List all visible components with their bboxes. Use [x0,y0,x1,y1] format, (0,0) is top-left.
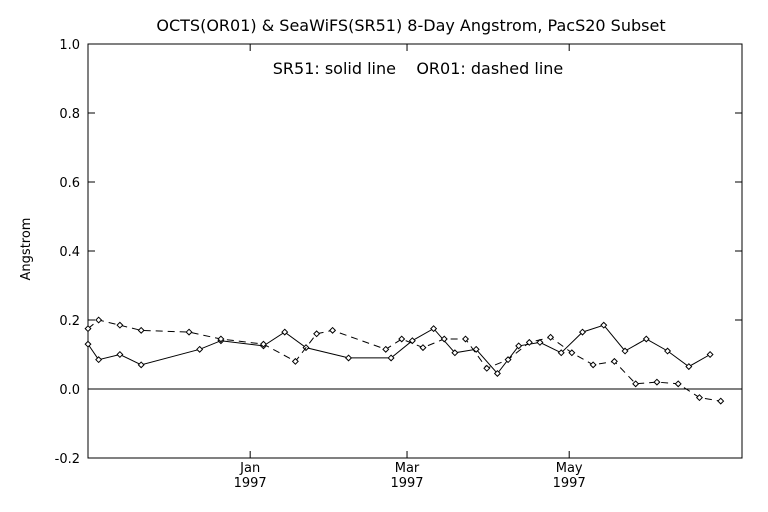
data-point-or01 [84,325,92,333]
data-point-or01 [717,397,725,405]
data-point-sr51 [387,354,395,362]
data-point-sr51 [536,338,544,346]
data-point-or01 [504,356,512,364]
x-tick-year-label: 1997 [390,476,423,491]
data-point-or01 [313,330,321,338]
data-point-sr51 [578,328,586,336]
data-point-or01 [440,335,448,343]
data-point-sr51 [95,356,103,364]
data-point-or01 [547,333,555,341]
data-point-or01 [525,338,533,346]
data-point-or01 [137,326,145,334]
y-tick-label: 0.6 [59,176,80,191]
data-point-sr51 [451,349,459,357]
x-tick-month-label: Jan [239,461,260,476]
data-point-or01 [589,361,597,369]
series-legend-annotation: SR51: solid line OR01: dashed line [273,59,564,78]
data-point-sr51 [685,363,693,371]
data-point-sr51 [84,340,92,348]
data-point-sr51 [281,328,289,336]
y-tick-label: 0.4 [59,245,80,260]
data-point-sr51 [642,335,650,343]
y-tick-label: -0.2 [55,452,80,467]
data-point-sr51 [664,347,672,355]
data-point-sr51 [116,350,124,359]
data-point-or01 [217,335,225,343]
data-point-or01 [610,357,618,365]
data-point-or01 [382,345,390,353]
data-point-or01 [462,335,470,343]
y-tick-label: 1.0 [59,38,80,53]
data-point-or01 [483,364,491,372]
data-point-sr51 [557,349,565,357]
data-point-or01 [95,316,103,324]
series-line-sr51 [87,324,711,375]
data-point-or01 [185,328,193,336]
axes: -0.20.00.20.40.60.81.0Jan1997Mar1997May1… [55,38,742,491]
data-point-sr51 [493,369,501,377]
y-axis-label: Angstrom [19,218,34,281]
data-point-or01 [116,321,124,329]
data-point-sr51 [137,361,145,369]
data-point-or01 [632,380,640,388]
y-tick-label: 0.0 [59,383,80,398]
data-point-sr51 [430,325,438,333]
data-point-or01 [695,394,703,402]
plot-area-frame [87,43,743,459]
data-point-or01 [259,340,267,348]
data-point-sr51 [196,345,204,353]
data-point-or01 [674,380,682,388]
y-tick-label: 0.8 [59,107,80,122]
x-tick-year-label: 1997 [553,476,586,491]
data-point-sr51 [515,342,523,350]
x-tick-year-label: 1997 [234,476,267,491]
data-point-or01 [291,357,299,365]
data-point-or01 [329,326,337,334]
data-point-or01 [419,344,427,352]
data-point-sr51 [706,350,714,359]
series-group [84,316,725,405]
data-point-or01 [568,349,576,357]
x-tick-month-label: Mar [395,461,420,476]
data-point-or01 [653,378,661,386]
data-point-sr51 [600,321,608,329]
y-tick-label: 0.2 [59,314,80,329]
data-point-sr51 [472,345,480,353]
data-point-sr51 [621,347,629,355]
chart-title: OCTS(OR01) & SeaWiFS(SR51) 8-Day Angstro… [156,16,665,35]
data-point-sr51 [345,354,353,362]
data-point-sr51 [408,337,416,345]
x-tick-month-label: May [556,461,583,476]
data-point-or01 [398,335,406,343]
